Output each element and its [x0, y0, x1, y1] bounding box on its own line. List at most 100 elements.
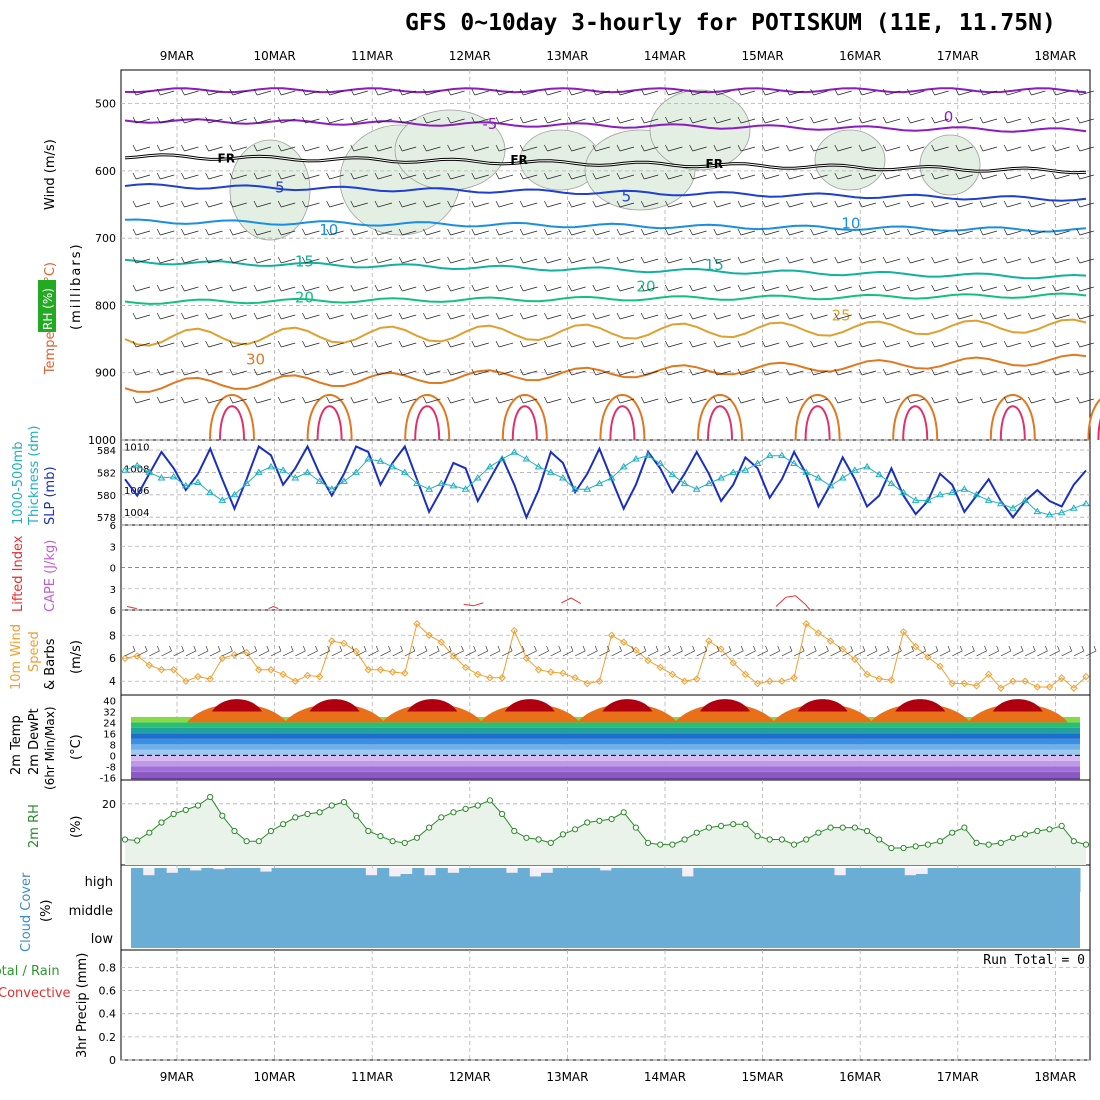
- wind-barb: [374, 88, 393, 96]
- wind-barb: [447, 172, 465, 180]
- temp-color-band: [131, 744, 1080, 750]
- wind-barb: [640, 88, 659, 96]
- isotherm-label: 15: [295, 253, 314, 271]
- wind-barb: [882, 284, 901, 292]
- wind-barb: [350, 172, 368, 180]
- surface-wind-barb: [562, 645, 574, 657]
- rh-point: [207, 793, 214, 801]
- isotherm-line: [999, 405, 1026, 441]
- wind-speed-point: [279, 670, 287, 679]
- wind-barb: [495, 396, 514, 404]
- temp2m-units-label: (°C): [69, 734, 84, 760]
- thickness-point: [705, 479, 713, 487]
- wind-barb: [1003, 228, 1022, 236]
- date-label-top: 13MAR: [546, 49, 588, 63]
- rh-contour: [814, 129, 886, 191]
- wind-barb: [132, 396, 151, 404]
- wind-barb: [519, 256, 538, 264]
- wind-barb: [495, 284, 514, 292]
- isotherm-label: -5: [482, 115, 497, 133]
- cloud-high-bar: [412, 868, 425, 892]
- cloud-high-bar: [541, 872, 554, 892]
- wind-barb: [519, 312, 538, 320]
- wind-barb: [665, 144, 683, 152]
- wind-barb: [398, 88, 417, 96]
- surface-wind-barb: [793, 645, 805, 657]
- wind-speed-point: [668, 670, 677, 679]
- wind-barb: [640, 312, 659, 320]
- cape-tick-label: 3: [110, 542, 116, 553]
- wind-speed-point: [547, 668, 555, 676]
- cloud-high-bar: [798, 868, 812, 892]
- rh-point: [693, 829, 700, 836]
- cloud-high-bar: [751, 868, 765, 892]
- wind-barb: [1076, 312, 1094, 320]
- wind-barb: [616, 200, 635, 208]
- wind-barb: [931, 340, 949, 348]
- date-label-bottom: 10MAR: [254, 1070, 296, 1084]
- precip-tick-label: 0.2: [99, 1031, 117, 1044]
- wind-barb: [834, 172, 852, 180]
- cloud-mid-low-layer: [131, 892, 1080, 948]
- cloud-high-bar: [283, 868, 296, 892]
- wind-barb: [568, 88, 586, 96]
- wind-barb: [302, 396, 320, 404]
- cloud-high-bar: [927, 868, 940, 892]
- wind-barb: [544, 228, 562, 236]
- wind10-units-label: (m/s): [69, 640, 84, 674]
- isotherm-line: [1097, 418, 1100, 441]
- wind-barb: [132, 340, 151, 348]
- surface-wind-barb: [964, 645, 975, 657]
- cloud-high-bar: [248, 868, 261, 892]
- wind-barb: [786, 116, 804, 124]
- wind-barb: [834, 88, 852, 96]
- wind-barb: [423, 368, 441, 376]
- wind-barb: [374, 172, 393, 180]
- wind-barb: [713, 368, 731, 376]
- wind-barb: [882, 200, 901, 208]
- wind-speed-point: [206, 675, 214, 683]
- wind-barb: [1076, 144, 1094, 152]
- wind-speed-point: [218, 654, 227, 662]
- surface-wind-barb: [1037, 645, 1048, 657]
- wind-barb: [979, 228, 998, 236]
- date-label-bottom: 13MAR: [546, 1070, 588, 1084]
- wind-barb: [1052, 200, 1070, 208]
- thickness-point: [413, 479, 421, 487]
- wind-barb: [737, 144, 756, 152]
- date-label-top: 10MAR: [254, 49, 296, 63]
- cloud-units-label: (%): [39, 900, 54, 923]
- wind-barb: [616, 312, 635, 320]
- wind-barb: [471, 396, 489, 404]
- rh-contour: [919, 134, 981, 196]
- wind-speed-point: [145, 661, 154, 669]
- surface-wind-barb: [465, 645, 477, 657]
- temp2m-axis-label: 2m Temp: [9, 715, 24, 775]
- wind-barb: [205, 256, 223, 264]
- rh-point: [280, 821, 287, 828]
- wind-speed-point: [960, 679, 969, 688]
- wind-barb: [350, 144, 368, 152]
- wind-barb: [834, 200, 852, 208]
- cloud-high-bar: [775, 868, 788, 892]
- wind-barb: [398, 144, 417, 152]
- wind-barb: [907, 88, 925, 96]
- temp-diurnal-dome-core: [895, 699, 946, 712]
- wind-barb: [592, 200, 610, 208]
- wind-barb: [931, 200, 949, 208]
- cloud-high-bar: [693, 868, 706, 892]
- isotherm-label: 20: [295, 288, 314, 306]
- isotherm-line: [414, 405, 441, 441]
- cloud-high-bar: [951, 868, 964, 892]
- wind-barb: [931, 88, 949, 96]
- thickness-point: [121, 466, 129, 473]
- cloud-high-bar: [576, 868, 589, 892]
- pressure-tick-label: 800: [95, 299, 116, 312]
- wind-barb: [423, 200, 441, 208]
- wind-barb: [302, 340, 320, 348]
- isotherm-line: [124, 292, 1087, 305]
- rh-point: [571, 826, 579, 833]
- wind-barb: [229, 144, 247, 152]
- wind-speed-point: [291, 677, 300, 685]
- wind-barb: [882, 368, 901, 376]
